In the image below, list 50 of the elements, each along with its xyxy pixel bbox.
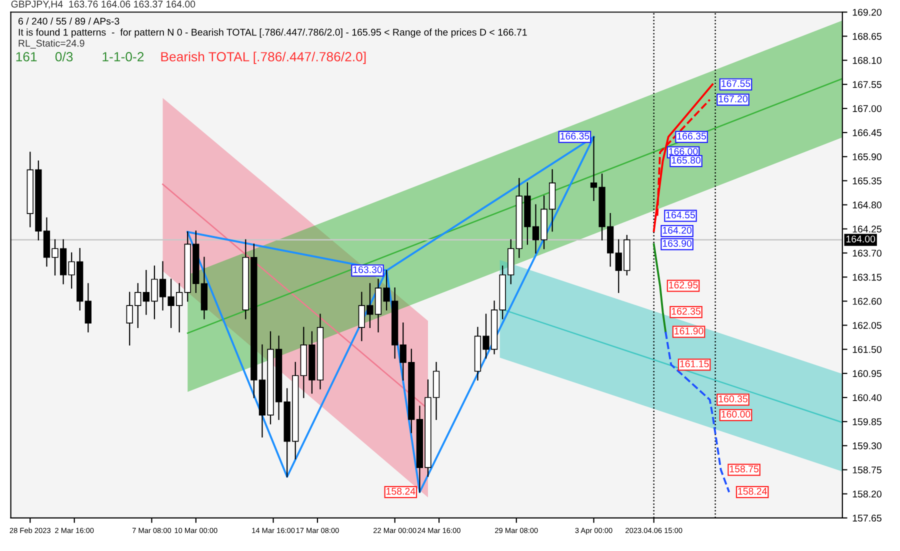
y-tick-label: 167.00 [852, 105, 882, 112]
chart-title: GBPJPY,H4 163.76 164.06 163.37 164.00 [11, 0, 196, 9]
y-tick-label: 158.20 [852, 490, 882, 498]
annotation: 6 / 240 / 55 / 89 / APs-3 [18, 18, 120, 25]
annotation: 158.24 [386, 488, 416, 495]
y-tick-label: 160.95 [852, 370, 882, 378]
y-tick-label: 169.20 [852, 8, 882, 16]
annotation: 167.20 [718, 95, 748, 102]
annotation: 161 [16, 52, 37, 62]
y-tick-label: 168.65 [852, 32, 882, 40]
annotation: 163.90 [662, 240, 692, 247]
annotation: 166.35 [677, 132, 706, 140]
y-tick-label: 158.75 [852, 466, 882, 474]
annotation: 163.30 [353, 266, 382, 274]
y-tick-label: 165.35 [852, 177, 882, 184]
annotation: 0/3 [55, 52, 73, 62]
annotation: 1-1-0-2 [102, 52, 144, 62]
annotation: 161.15 [680, 360, 709, 368]
annotation: 164.55 [666, 211, 695, 218]
y-tick-label: 167.55 [852, 81, 882, 88]
y-tick-label: 164.80 [852, 202, 882, 208]
annotation: 158.75 [730, 465, 758, 472]
annotation: Bearish TOTAL [.786/.447/.786/2.0] [161, 52, 366, 64]
annotation: 164.20 [662, 226, 692, 234]
y-tick-label: 168.10 [852, 57, 882, 64]
y-tick-label: 163.70 [852, 250, 882, 257]
y-tick-label: 159.30 [852, 442, 882, 450]
annotation: 161.90 [674, 328, 704, 334]
annotation: It is found 1 patterns - for pattern N 0 - Bearish TOTAL [.786/.447/.786/2.0] - 165.95 < Range of the prices D < 166.71 [18, 28, 527, 38]
y-tick-label: 160.40 [852, 394, 882, 402]
annotation: 167.55 [722, 80, 750, 87]
y-tick-label: 165.90 [852, 153, 882, 160]
annotation: RL_Static=24.9 [18, 40, 84, 49]
ref-line-label: 164.00 [846, 236, 876, 242]
y-tick-label: 159.85 [852, 418, 882, 426]
annotation: 162.95 [669, 282, 698, 288]
y-tick-label: 166.45 [852, 129, 882, 136]
y-tick-label: 164.25 [852, 226, 882, 233]
y-tick-label: 162.60 [852, 298, 882, 305]
annotation: 160.00 [722, 410, 750, 418]
annotation: 158.24 [738, 488, 767, 495]
y-tick-label: 157.65 [852, 514, 882, 522]
annotation: 160.35 [718, 395, 748, 402]
annotation: 166.35 [560, 132, 590, 140]
annotation: 166.00 [669, 148, 698, 155]
y-tick-label: 162.05 [852, 322, 882, 329]
y-tick-label: 161.50 [852, 346, 882, 353]
annotation: 162.35 [672, 308, 700, 315]
y-tick-label: 163.15 [852, 274, 882, 281]
annotation: 165.80 [672, 156, 701, 164]
